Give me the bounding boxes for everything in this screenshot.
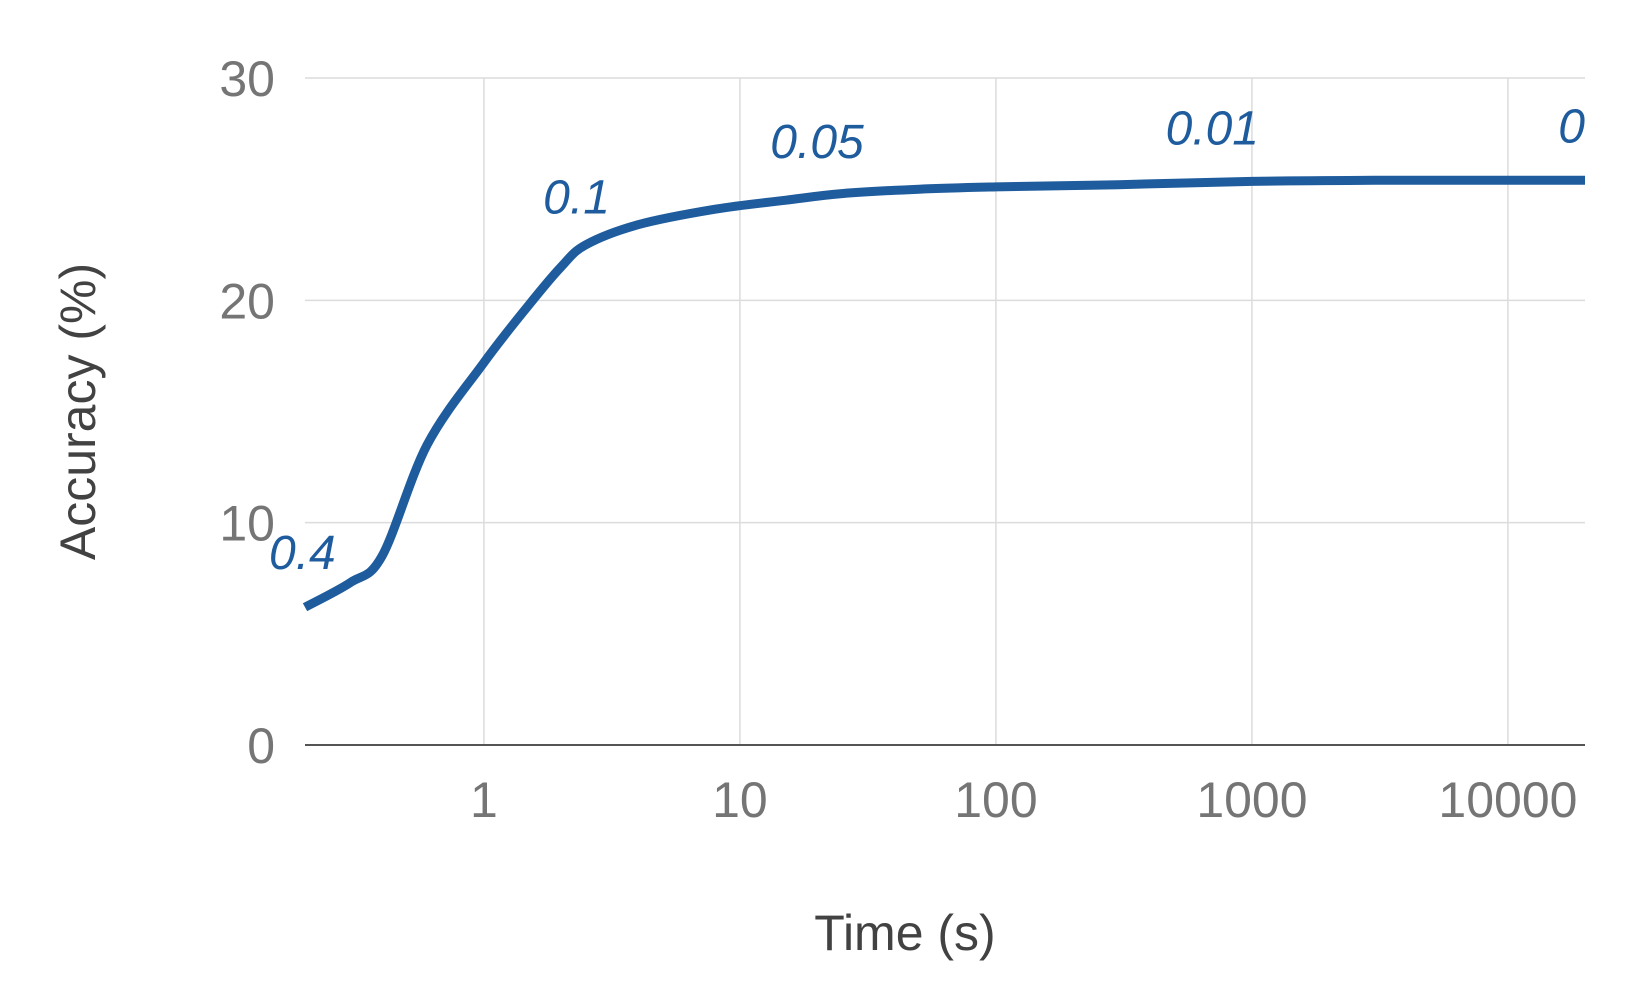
y-tick-label: 20	[219, 273, 275, 329]
point-label: 0.01	[1166, 102, 1259, 155]
point-label: 0.1	[543, 171, 610, 224]
x-axis-ticks: 1 10 100 1000 10000	[470, 772, 1577, 828]
y-axis-ticks: 0 10 20 30	[219, 51, 275, 774]
y-tick-label: 30	[219, 51, 275, 107]
x-tick-label: 10000	[1438, 772, 1577, 828]
y-tick-label: 10	[219, 496, 275, 552]
point-label: 0.4	[269, 527, 336, 580]
y-axis-title: Accuracy (%)	[50, 263, 106, 560]
x-tick-label: 1000	[1196, 772, 1307, 828]
x-axis-title: Time (s)	[814, 905, 995, 961]
x-tick-label: 100	[954, 772, 1037, 828]
point-labels: 0.4 0.1 0.05 0.01 0	[269, 100, 1585, 580]
point-label: 0.05	[770, 116, 864, 169]
x-tick-label: 10	[712, 772, 768, 828]
series-line	[302, 175, 1585, 612]
point-label: 0	[1558, 100, 1585, 153]
x-tick-label: 1	[470, 772, 498, 828]
y-tick-label: 0	[247, 718, 275, 774]
